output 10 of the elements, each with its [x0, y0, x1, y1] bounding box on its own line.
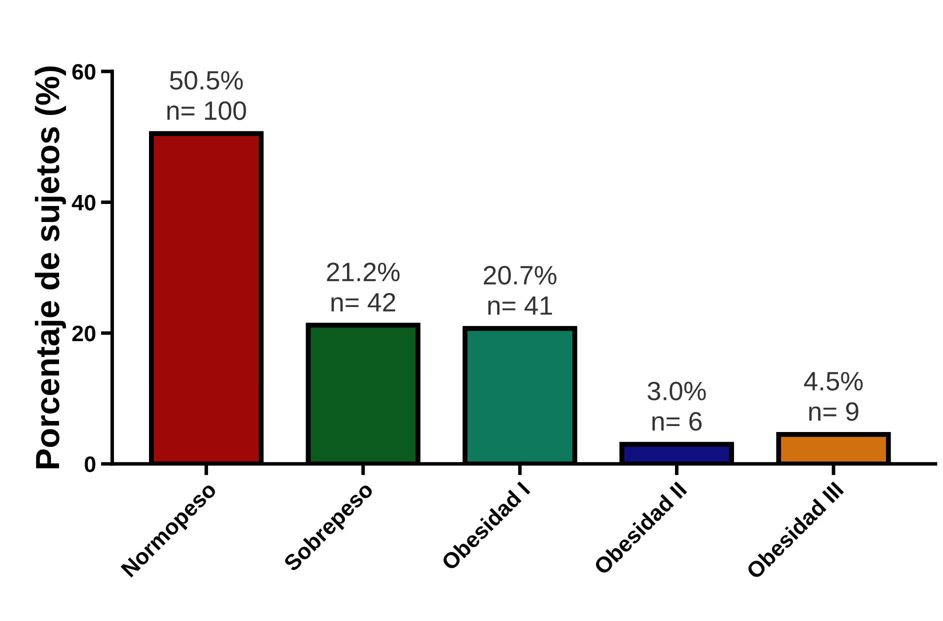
y-axis-title: Porcentaje de sujetos (%) — [34, 66, 66, 468]
y-tick-label: 0 — [84, 456, 96, 472]
data-label: 4.5% n= 9 — [804, 372, 863, 421]
y-tick-label: 20 — [72, 326, 96, 342]
data-label: 3.0% n= 6 — [648, 382, 706, 431]
y-tick-label: 40 — [72, 194, 96, 211]
data-label: 21.2% n= 42 — [327, 262, 400, 312]
data-label: 20.7% n= 41 — [484, 266, 556, 315]
y-tick-label: 60 — [72, 64, 96, 80]
data-label: 50.5% n= 100 — [167, 70, 246, 120]
